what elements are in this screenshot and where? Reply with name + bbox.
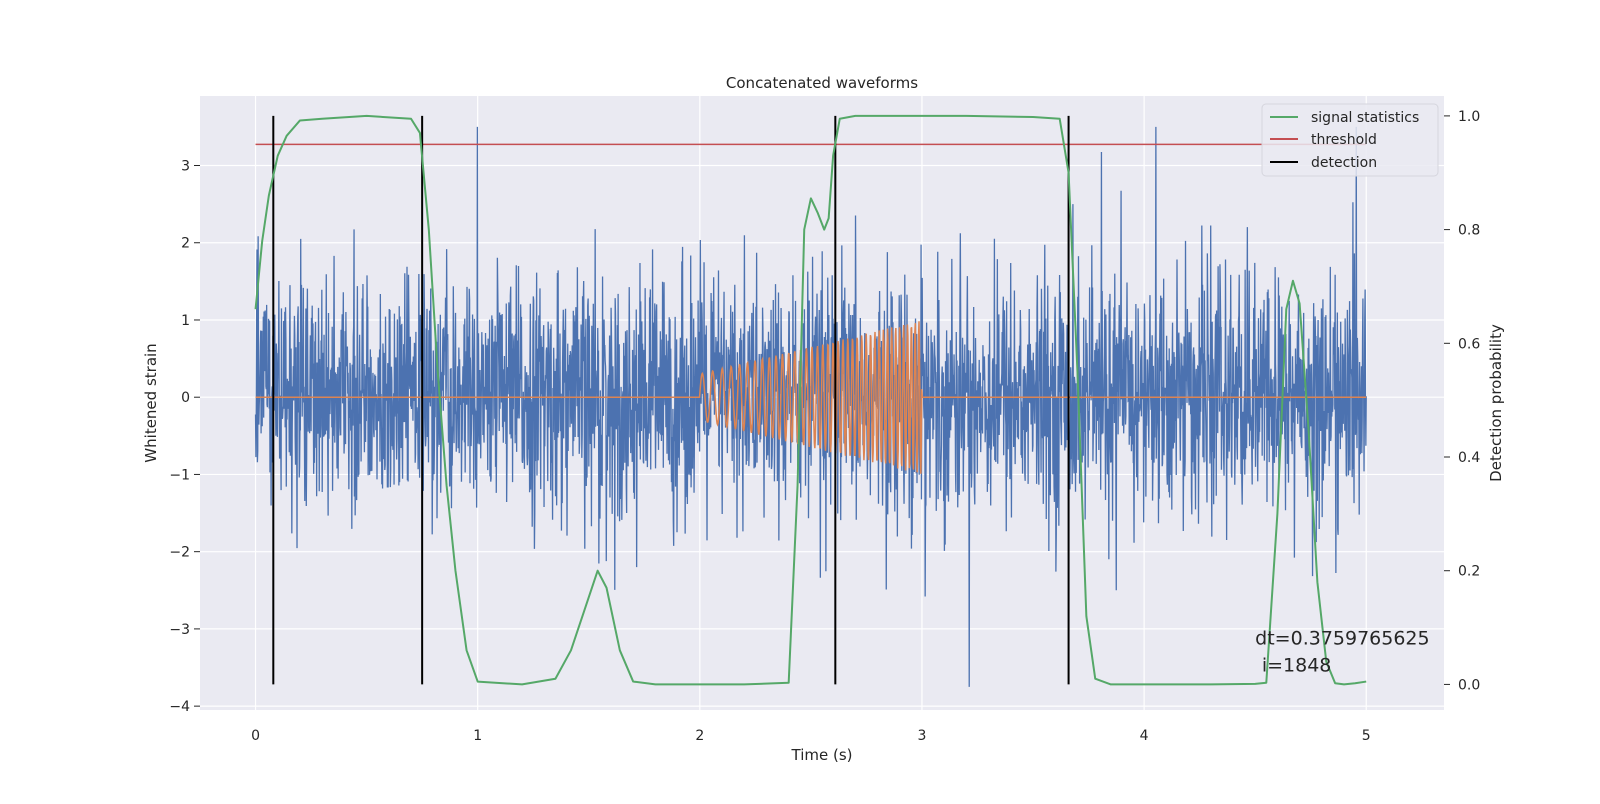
y-tick-label-right: 0.2: [1458, 564, 1480, 580]
y-tick-label-left: 3: [181, 159, 190, 175]
y-tick-label-left: 1: [181, 313, 190, 329]
y-tick-label-left: 0: [181, 390, 190, 406]
x-tick-label: 3: [918, 728, 927, 744]
y-tick-label-left: −4: [169, 699, 190, 715]
x-tick-label: 5: [1362, 728, 1371, 744]
y-tick-label-left: 2: [181, 236, 190, 252]
y-tick-label-right: 0.0: [1458, 677, 1480, 693]
y-tick-label-right: 0.8: [1458, 223, 1480, 239]
strain-series-line: [254, 126, 1367, 687]
legend: signal statistics threshold detection: [1261, 103, 1439, 177]
x-tick-label: 4: [1140, 728, 1149, 744]
series-layer: [254, 114, 1367, 687]
x-axis-label: Time (s): [791, 746, 853, 764]
y-tick-label-left: −2: [169, 545, 190, 561]
x-tick-label: 1: [473, 728, 482, 744]
tick-layer: 0 1 2 3 4 5 −4 −3 −2 −1 0 1 2 3 0.0 0.2 0.4 0.6 0.8 1.0: [169, 109, 1480, 744]
y-tick-label-left: −3: [169, 622, 190, 638]
chart-title: Concatenated waveforms: [726, 74, 918, 92]
legend-label-detection: detection: [1311, 155, 1377, 171]
legend-box: [1261, 103, 1439, 177]
y-tick-label-left: −1: [169, 467, 190, 483]
y-axis-label-right: Detection probability: [1487, 324, 1505, 482]
y-tick-label-right: 0.4: [1458, 450, 1480, 466]
signal-statistics-line: [254, 114, 1367, 686]
y-tick-label-right: 0.6: [1458, 336, 1480, 352]
x-tick-label: 0: [251, 728, 260, 744]
x-tick-label: 2: [695, 728, 704, 744]
y-axis-label-left: Whitened strain: [142, 343, 160, 462]
annotation-dt: dt=0.3759765625: [1255, 627, 1429, 649]
legend-label-signal-statistics: signal statistics: [1311, 110, 1419, 126]
legend-label-threshold: threshold: [1311, 132, 1377, 148]
y-tick-label-right: 1.0: [1458, 109, 1480, 125]
annotation-index: i=1848: [1262, 654, 1332, 676]
